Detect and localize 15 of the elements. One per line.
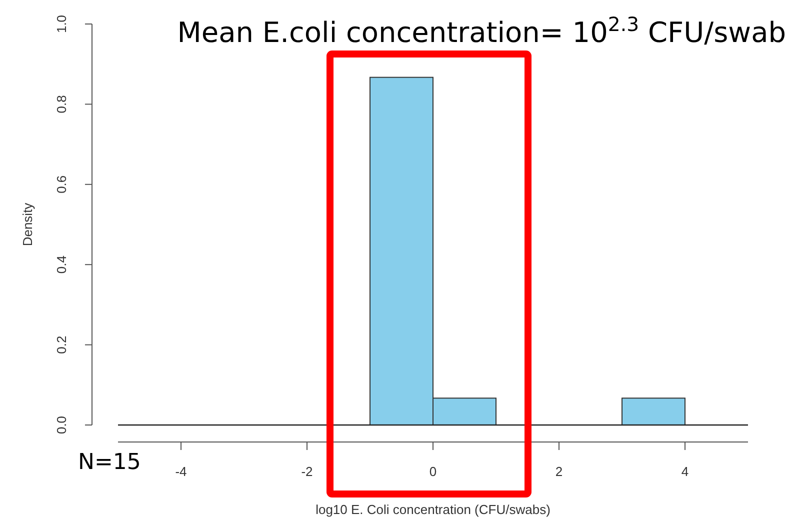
- x-tick-label: -4: [175, 464, 187, 479]
- y-tick-label: 0.6: [54, 175, 69, 194]
- y-tick-label: 0.8: [54, 95, 69, 114]
- x-tick-label: 4: [681, 464, 689, 479]
- y-tick-label: 0.0: [54, 416, 69, 434]
- y-tick-label: 1.0: [54, 14, 69, 34]
- text: N=15: [78, 450, 141, 475]
- x-tick-label: -2: [301, 464, 313, 479]
- y-axis-title: Density: [20, 202, 35, 246]
- y-tick-label: 0.2: [54, 336, 69, 354]
- x-axis-title: log10 E. Coli concentration (CFU/swabs): [316, 502, 550, 517]
- x-tick-label: 2: [555, 464, 563, 479]
- x-tick-label: 0: [429, 464, 437, 479]
- chart-title: Mean E.coli concentration= 10$^{2.3}$ CFU/swab: [177, 12, 786, 49]
- y-tick-label: 0.4: [54, 256, 69, 274]
